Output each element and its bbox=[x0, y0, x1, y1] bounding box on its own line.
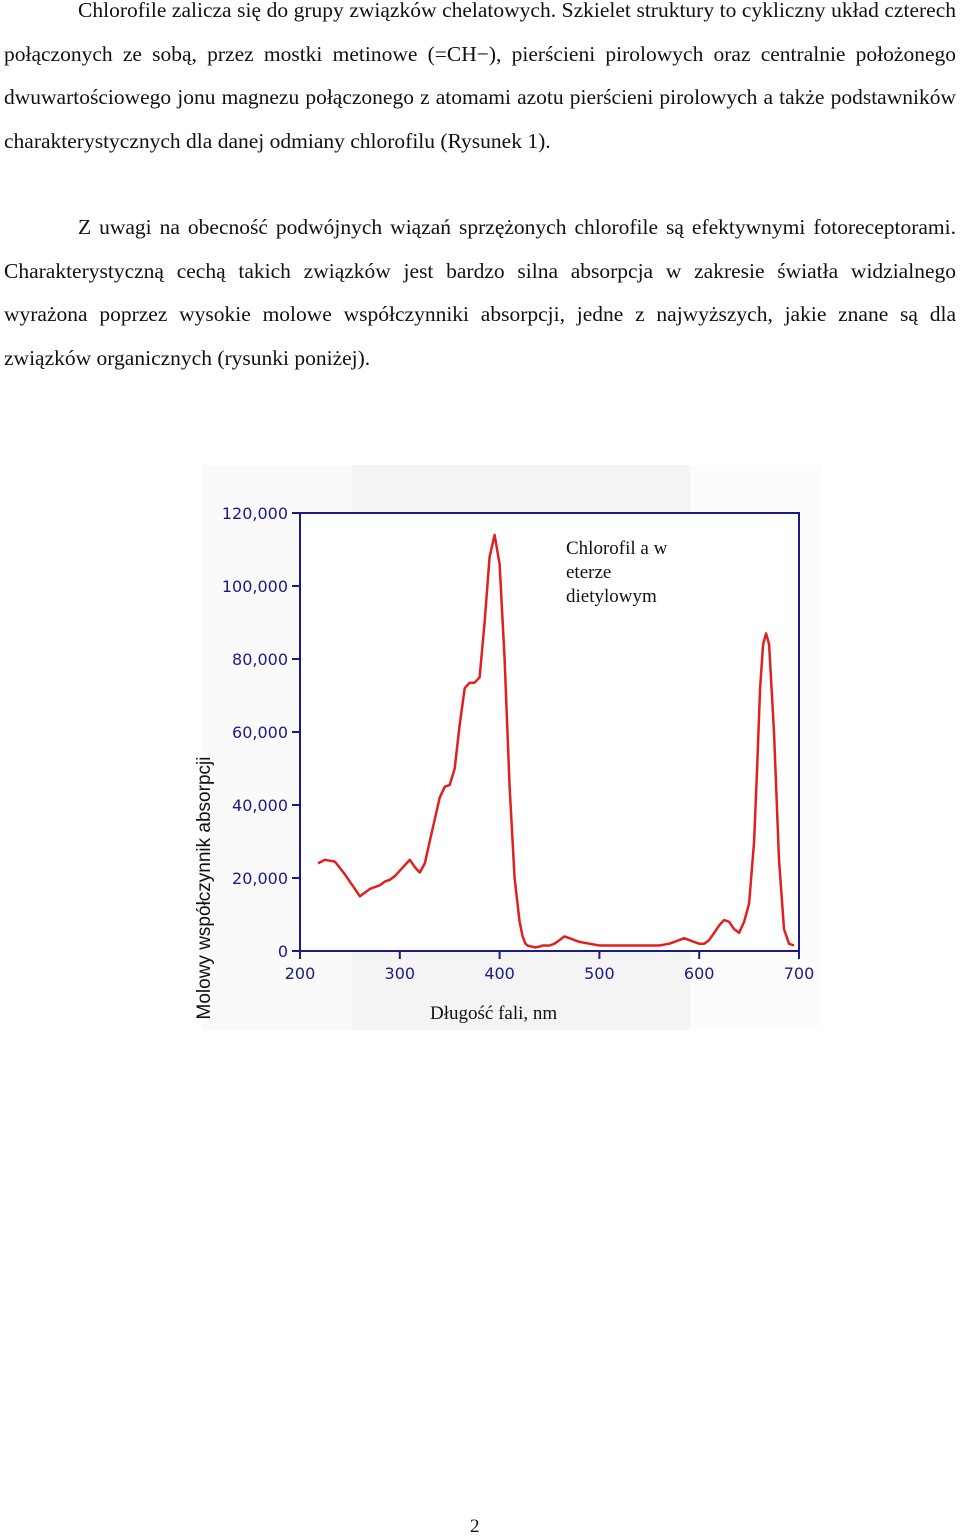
paragraph-chlorophyll-absorption: Z uwagi na obecność podwójnych wiązań sp… bbox=[4, 215, 956, 370]
y-axis-label: Molowy współczynnik absorpcji bbox=[194, 756, 215, 1020]
x-tick-label: 300 bbox=[385, 964, 416, 983]
page-number: 2 bbox=[470, 1516, 480, 1537]
y-tick-label: 100,000 bbox=[222, 577, 288, 596]
y-tick-label: 0 bbox=[278, 942, 288, 961]
y-tick-label: 80,000 bbox=[232, 650, 288, 669]
x-tick-label: 200 bbox=[285, 964, 316, 983]
x-tick-label: 600 bbox=[684, 964, 715, 983]
absorption-chart: 020,00040,00060,00080,000100,000120,000 … bbox=[222, 504, 815, 983]
x-tick-label: 400 bbox=[484, 964, 515, 983]
series-line-chlorophyll-a bbox=[317, 533, 795, 949]
paragraph-chlorophyll-structure: Chlorofile zalicza się do grupy związków… bbox=[4, 0, 956, 153]
x-tick-label: 700 bbox=[784, 964, 815, 983]
y-tick-label: 60,000 bbox=[232, 723, 288, 742]
chart-annotation: Chlorofil a w eterze dietylowym bbox=[566, 538, 668, 607]
y-tick-label: 20,000 bbox=[232, 869, 288, 888]
y-tick-label: 40,000 bbox=[232, 796, 288, 815]
x-tick-label: 500 bbox=[584, 964, 615, 983]
x-axis-label: Długość fali, nm bbox=[430, 1003, 558, 1024]
absorption-spectrum-figure: 0 20,000 40,000 60,000 80,000 100,000 120,000 … bbox=[190, 465, 830, 1035]
plot-area bbox=[299, 512, 800, 952]
y-tick-label: 120,000 bbox=[222, 504, 288, 523]
